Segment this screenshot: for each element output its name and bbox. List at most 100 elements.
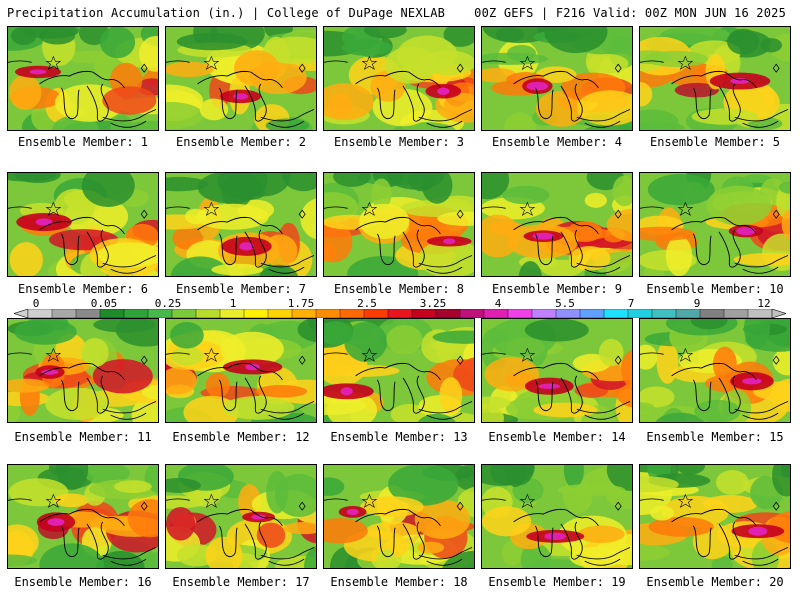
ensemble-member-label: Ensemble Member: 20 [636, 575, 794, 589]
colorbar-swatch [675, 309, 701, 318]
colorbar-swatch [579, 309, 605, 318]
colorbar-swatch [339, 309, 365, 318]
colorbar-swatch [699, 309, 725, 318]
member-label-prefix: Ensemble Member: [330, 575, 454, 589]
ensemble-member-map [7, 172, 159, 277]
member-label-prefix: Ensemble Member: [646, 430, 770, 444]
member-label-prefix: Ensemble Member: [14, 575, 138, 589]
member-number: 5 [772, 135, 781, 149]
colorbar-swatch [723, 309, 749, 318]
member-label-prefix: Ensemble Member: [646, 282, 770, 296]
ensemble-member-label: Ensemble Member: 12 [162, 430, 320, 444]
member-label-prefix: Ensemble Member: [172, 575, 296, 589]
colorbar-swatch [747, 309, 773, 318]
member-label-prefix: Ensemble Member: [175, 135, 299, 149]
colorbar-right-arrow [771, 309, 786, 318]
ensemble-member-label: Ensemble Member: 2 [162, 135, 320, 149]
colorbar-label: 5.5 [555, 297, 575, 310]
colorbar-swatch [171, 309, 197, 318]
colorbar-swatch [387, 309, 413, 318]
member-label-prefix: Ensemble Member: [333, 135, 457, 149]
ensemble-member-map [165, 172, 317, 277]
member-number: 14 [611, 430, 626, 444]
ensemble-member-label: Ensemble Member: 16 [4, 575, 162, 589]
member-number: 18 [453, 575, 468, 589]
ensemble-member-map [639, 464, 791, 569]
ensemble-member-map [7, 26, 159, 131]
colorbar-swatch [651, 309, 677, 318]
colorbar-swatch [315, 309, 341, 318]
member-number: 6 [140, 282, 149, 296]
colorbar-swatch [531, 309, 557, 318]
ensemble-member-label: Ensemble Member: 9 [478, 282, 636, 296]
ensemble-member-label: Ensemble Member: 11 [4, 430, 162, 444]
ensemble-member-map [165, 318, 317, 423]
colorbar-label: 7 [627, 297, 635, 310]
member-number: 2 [298, 135, 307, 149]
member-number: 20 [769, 575, 784, 589]
member-number: 15 [769, 430, 784, 444]
member-number: 12 [295, 430, 310, 444]
ensemble-member-label: Ensemble Member: 1 [4, 135, 162, 149]
ensemble-member-label: Ensemble Member: 18 [320, 575, 478, 589]
colorbar-swatch [363, 309, 389, 318]
member-label-prefix: Ensemble Member: [172, 430, 296, 444]
member-number: 19 [611, 575, 626, 589]
ensemble-member-map [323, 172, 475, 277]
member-number: 1 [140, 135, 149, 149]
ensemble-member-label: Ensemble Member: 13 [320, 430, 478, 444]
colorbar-swatch [483, 309, 509, 318]
member-label-prefix: Ensemble Member: [175, 282, 299, 296]
colorbar-swatch [51, 309, 77, 318]
ensemble-member-label: Ensemble Member: 5 [636, 135, 794, 149]
ensemble-member-map [639, 318, 791, 423]
member-label-prefix: Ensemble Member: [488, 575, 612, 589]
member-label-prefix: Ensemble Member: [488, 430, 612, 444]
member-number: 4 [614, 135, 623, 149]
colorbar-swatch [555, 309, 581, 318]
ensemble-member-map [165, 26, 317, 131]
member-number: 16 [137, 575, 152, 589]
colorbar-label: 1 [229, 297, 237, 310]
run-valid-time: 00Z GEFS | F216 Valid: 00Z MON JUN 16 20… [474, 6, 786, 20]
colorbar-swatch [291, 309, 317, 318]
colorbar-swatch [267, 309, 293, 318]
colorbar-swatch [219, 309, 245, 318]
member-number: 3 [456, 135, 465, 149]
colorbar-label: 12 [757, 297, 771, 310]
colorbar-label: 3.25 [419, 297, 447, 310]
member-number: 11 [137, 430, 152, 444]
ensemble-member-map [7, 318, 159, 423]
ensemble-member-label: Ensemble Member: 3 [320, 135, 478, 149]
member-number: 7 [298, 282, 307, 296]
ensemble-member-label: Ensemble Member: 10 [636, 282, 794, 296]
colorbar-label: 1.75 [287, 297, 315, 310]
colorbar-label: 4 [494, 297, 502, 310]
member-label-prefix: Ensemble Member: [17, 282, 141, 296]
ensemble-member-map [323, 26, 475, 131]
ensemble-member-label: Ensemble Member: 15 [636, 430, 794, 444]
ensemble-member-map [165, 464, 317, 569]
ensemble-member-label: Ensemble Member: 17 [162, 575, 320, 589]
member-number: 8 [456, 282, 465, 296]
colorbar-swatch [75, 309, 101, 318]
colorbar-swatch [123, 309, 149, 318]
colorbar-label: 0 [32, 297, 40, 310]
colorbar-left-arrow [14, 309, 29, 318]
colorbar-swatch [147, 309, 173, 318]
colorbar-swatch [435, 309, 461, 318]
member-label-prefix: Ensemble Member: [491, 135, 615, 149]
ensemble-member-label: Ensemble Member: 6 [4, 282, 162, 296]
colorbar-swatch [627, 309, 653, 318]
member-label-prefix: Ensemble Member: [649, 135, 773, 149]
ensemble-member-label: Ensemble Member: 19 [478, 575, 636, 589]
ensemble-member-map [481, 26, 633, 131]
member-label-prefix: Ensemble Member: [646, 575, 770, 589]
ensemble-member-label: Ensemble Member: 7 [162, 282, 320, 296]
colorbar-swatch [507, 309, 533, 318]
precipitation-colorbar [14, 309, 786, 318]
member-label-prefix: Ensemble Member: [17, 135, 141, 149]
member-label-prefix: Ensemble Member: [333, 282, 457, 296]
ensemble-member-label: Ensemble Member: 14 [478, 430, 636, 444]
colorbar-label: 0.25 [154, 297, 182, 310]
